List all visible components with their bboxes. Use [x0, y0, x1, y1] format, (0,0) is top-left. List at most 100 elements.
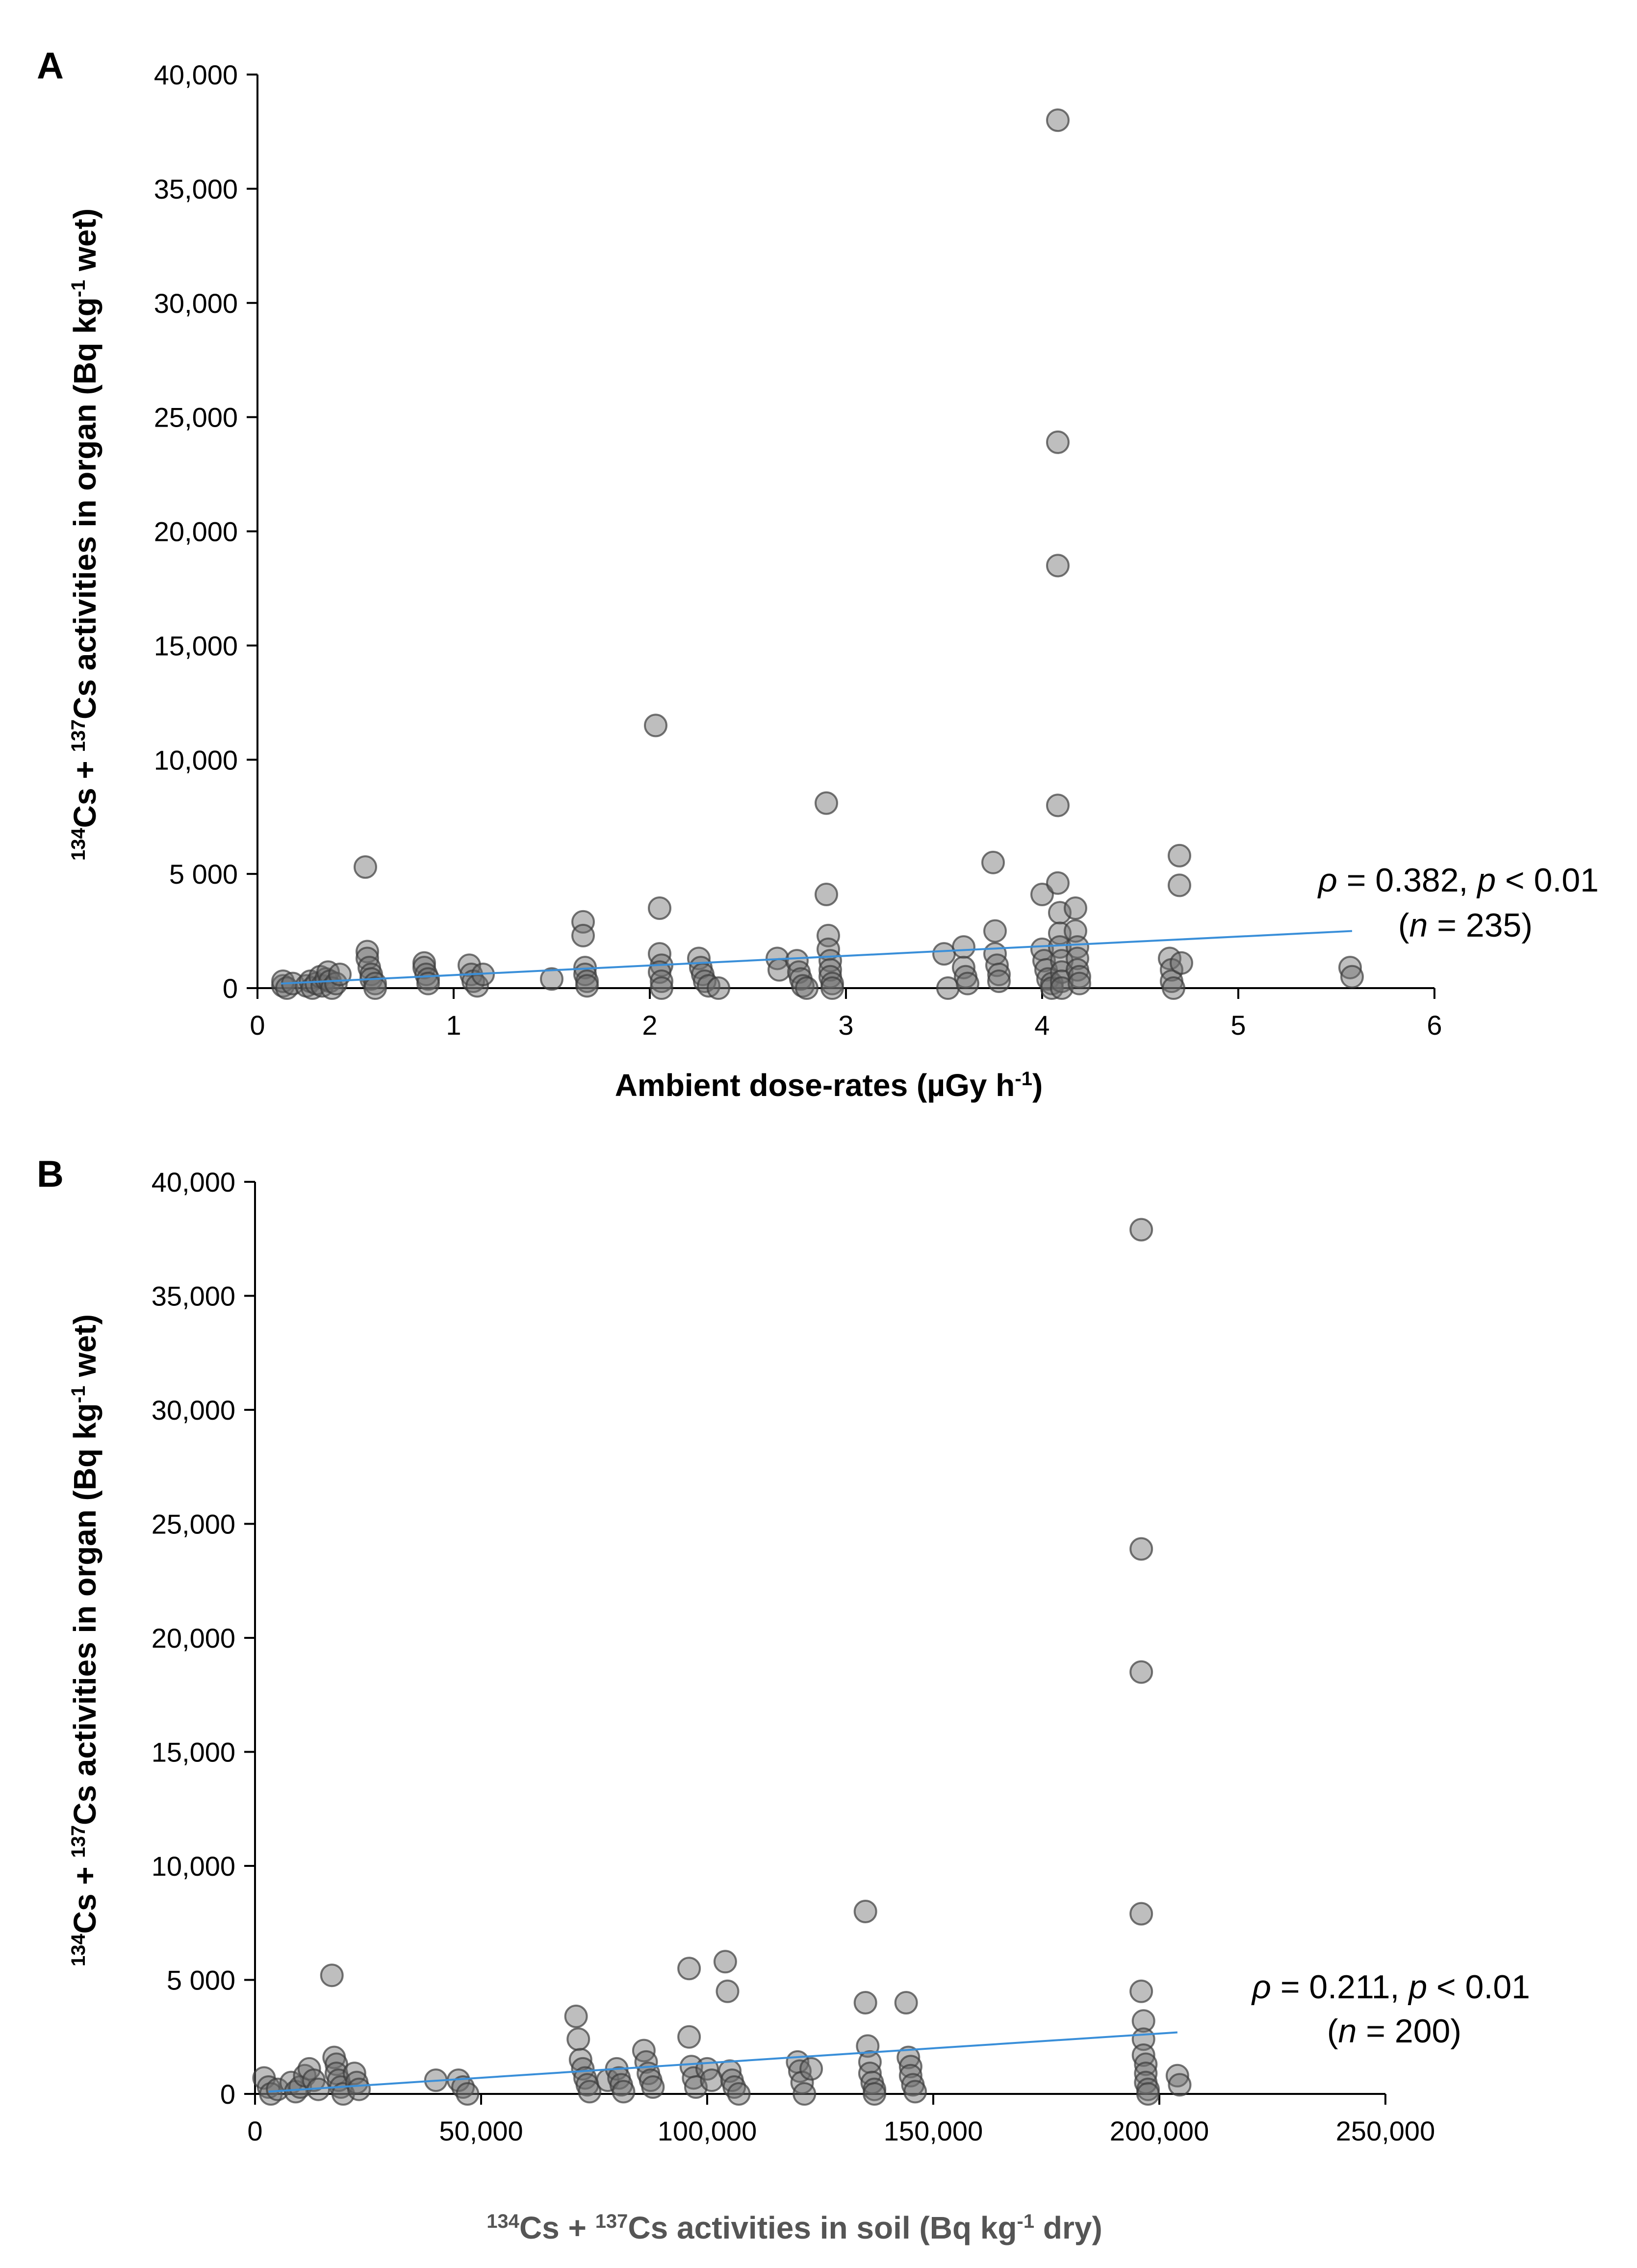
panel-b-y-tick-label: 15,000 — [152, 1737, 235, 1768]
panel-a-y-tick-label: 0 — [223, 973, 238, 1004]
panel-a-data-point — [1068, 971, 1091, 995]
panel-a-y-tick-label: 25,000 — [154, 402, 238, 433]
panel-b-trendline — [268, 2031, 1178, 2093]
panel-a-data-point — [1046, 871, 1070, 895]
panel-a-data-point — [1068, 965, 1091, 989]
panel-a-x-tick-label: 6 — [1427, 1010, 1442, 1041]
panel-b-y-axis-label: 134Cs + 137Cs activities in organ (Bq kg… — [67, 1314, 102, 1966]
panel-a-y-axis-label: 134Cs + 137Cs activities in organ (Bq kg… — [67, 208, 102, 861]
panel-b-data-point — [898, 2055, 922, 2079]
panel-a-y-tick-label: 5 000 — [169, 859, 238, 890]
panel-a-data-point — [818, 949, 842, 973]
panel-a-data-point — [815, 883, 838, 907]
panel-a-data-point — [1162, 976, 1185, 1000]
panel-a-data-point — [354, 855, 377, 879]
panel-b-data-point — [566, 2027, 590, 2051]
panel-a-y-tick-label: 10,000 — [154, 744, 238, 775]
panel-b-data-point — [1134, 2052, 1158, 2076]
panel-b-data-point — [1131, 2009, 1155, 2033]
panel-a-data-point — [650, 976, 673, 1000]
panel-a-y-tick-label: 35,000 — [154, 174, 238, 204]
panel-b-data-point — [641, 2075, 665, 2099]
panel-b-data-point — [1129, 1537, 1153, 1561]
panel-a-x-tick-label: 0 — [250, 1010, 265, 1041]
panel-b-y-tick-label: 20,000 — [152, 1623, 235, 1654]
panel-b-y-tick-label: 35,000 — [152, 1281, 235, 1312]
panel-b-data-point — [853, 1991, 877, 2014]
panel-a-data-point — [644, 714, 667, 738]
panel-a-data-point — [650, 969, 673, 994]
panel-a-x-tick-label: 3 — [838, 1010, 853, 1041]
panel-b-y-tick-label: 0 — [220, 2079, 235, 2110]
panel-a-data-point — [815, 791, 838, 815]
panel-a-data-point — [987, 963, 1011, 987]
panel-b-x-tick-label: 150,000 — [884, 2115, 983, 2146]
panel-b-data-point — [347, 2077, 371, 2101]
panel-b-letter: B — [37, 1153, 64, 1195]
panel-a-data-point — [540, 967, 563, 991]
panel-b-data-point — [713, 1950, 737, 1974]
panel-b-points — [252, 1218, 1192, 2106]
panel-b-data-point — [1165, 2064, 1189, 2088]
panel-b-axes: 0 5 000 10,000 15,000 20,000 25,000 30,000 35,0… — [152, 1167, 1435, 2146]
panel-a-data-point — [465, 974, 489, 998]
panel-a-points — [271, 108, 1364, 1000]
panel-b-data-point — [894, 1991, 918, 2014]
panel-a-letter: A — [37, 45, 64, 87]
panel-a-data-point — [1030, 883, 1054, 907]
panel-a: A 05 00010,00015,00020,00025,00030,00035… — [37, 45, 1599, 1103]
panel-b-data-point — [677, 2025, 701, 2049]
panel-b-x-tick-label: 0 — [247, 2115, 262, 2146]
panel-b-data-point — [564, 2004, 588, 2028]
panel-b: B 0 5 000 10,000 15,000 20,000 25,000 30,000 35… — [37, 1153, 1530, 2245]
panel-b-data-point — [863, 2082, 887, 2106]
panel-a-y-tick-label: 30,000 — [154, 288, 238, 319]
panel-a-data-point — [1046, 554, 1070, 578]
panel-a-trendline — [281, 930, 1353, 985]
panel-a-data-point — [1046, 108, 1070, 132]
panel-a-x-axis-label: Ambient dose-rates (µGy h-1) — [615, 1068, 1043, 1103]
panel-a-y-tick-label: 40,000 — [154, 59, 238, 90]
panel-b-data-point — [266, 2077, 290, 2101]
panel-b-data-point — [716, 1979, 740, 2003]
panel-b-x-axis-label: 134Cs + 137Cs activities in soil (Bq kg-… — [486, 2210, 1102, 2245]
panel-a-data-point — [1064, 896, 1087, 920]
panel-a-data-point — [707, 976, 730, 1000]
panel-a-data-point — [1168, 843, 1191, 867]
panel-b-x-tick-label: 100,000 — [658, 2115, 757, 2146]
panel-a-data-point — [956, 971, 979, 995]
panel-a-data-point — [987, 969, 1011, 994]
panel-b-data-point — [1129, 1979, 1153, 2003]
panel-b-data-point — [677, 1957, 701, 1981]
panel-b-data-point — [612, 2080, 636, 2104]
panel-b-x-tick-label: 200,000 — [1110, 2115, 1209, 2146]
panel-a-data-point — [1046, 793, 1070, 817]
panel-a-data-point — [795, 976, 818, 1000]
panel-b-x-tick-label: 50,000 — [439, 2115, 523, 2146]
panel-a-data-point — [981, 850, 1005, 874]
panel-b-data-point — [1168, 2073, 1192, 2097]
panel-a-data-point — [983, 919, 1007, 943]
panel-b-data-point — [1129, 1660, 1153, 1684]
panel-b-stats-line2: (n = 200) — [1327, 2013, 1461, 2050]
panel-b-y-tick-label: 25,000 — [152, 1509, 235, 1540]
panel-b-data-point — [456, 2082, 480, 2106]
panel-a-data-point — [791, 974, 815, 998]
panel-a-x-tick-label: 2 — [642, 1010, 657, 1041]
panel-b-y-tick-label: 10,000 — [152, 1851, 235, 1882]
panel-b-data-point — [853, 1900, 877, 1923]
panel-a-stats-line1: ρ = 0.382, p < 0.01 — [1317, 862, 1599, 899]
panel-a-data-point — [1168, 873, 1191, 897]
panel-a-data-point — [416, 971, 440, 995]
panel-a-data-point — [1050, 969, 1074, 994]
panel-b-stats-line1: ρ = 0.211, p < 0.01 — [1251, 1968, 1530, 2006]
panel-a-x-tick-label: 1 — [446, 1010, 461, 1041]
panel-b-data-point — [578, 2080, 602, 2104]
panel-a-data-point — [1170, 951, 1193, 975]
panel-a-data-point — [571, 923, 595, 947]
panel-a-data-point — [1032, 949, 1056, 973]
panel-a-data-point — [575, 974, 599, 998]
panel-a-axes: 0 5 000 10,000 15,000 20,000 25,000 30,000 35,0… — [154, 59, 1442, 1041]
panel-a-data-point — [648, 896, 671, 920]
